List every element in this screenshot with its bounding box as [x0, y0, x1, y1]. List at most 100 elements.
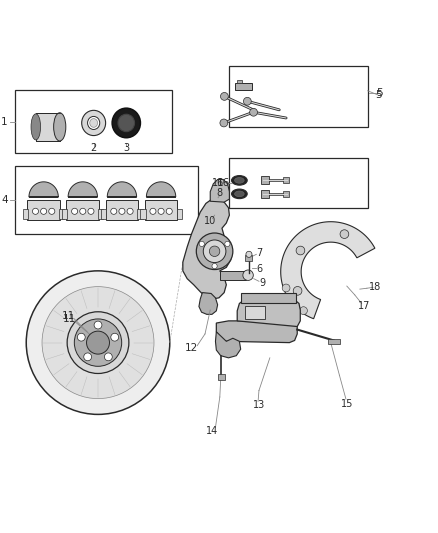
Bar: [62, 209, 67, 219]
Circle shape: [78, 333, 85, 341]
Ellipse shape: [88, 116, 100, 130]
Circle shape: [88, 208, 94, 214]
Circle shape: [293, 287, 302, 295]
Bar: [229, 67, 368, 127]
Circle shape: [127, 208, 133, 214]
Text: 10: 10: [204, 216, 216, 226]
Circle shape: [158, 208, 164, 214]
Circle shape: [111, 333, 119, 341]
Text: 2: 2: [91, 143, 97, 153]
Circle shape: [296, 246, 305, 255]
Polygon shape: [281, 222, 375, 319]
Bar: [98, 209, 103, 219]
Bar: [245, 305, 265, 319]
Circle shape: [74, 319, 122, 366]
Circle shape: [87, 331, 110, 354]
Circle shape: [71, 208, 78, 214]
Text: 8: 8: [217, 189, 223, 198]
Bar: [23, 209, 28, 219]
Text: 6: 6: [256, 264, 262, 273]
Circle shape: [250, 108, 258, 116]
Text: 9: 9: [259, 278, 265, 288]
Bar: [15, 90, 172, 154]
Circle shape: [84, 353, 92, 361]
Bar: [245, 255, 252, 261]
Text: 16: 16: [212, 178, 224, 188]
Bar: [59, 209, 64, 219]
Bar: [237, 80, 242, 83]
Circle shape: [80, 208, 86, 214]
Bar: [101, 209, 106, 219]
Bar: [67, 200, 99, 221]
Bar: [15, 166, 198, 234]
Polygon shape: [68, 182, 98, 197]
Bar: [241, 293, 297, 303]
Ellipse shape: [235, 177, 244, 183]
Circle shape: [166, 208, 172, 214]
Bar: [138, 209, 143, 219]
Bar: [235, 83, 251, 90]
Ellipse shape: [112, 108, 141, 138]
Circle shape: [111, 208, 117, 214]
Circle shape: [282, 284, 290, 292]
Text: 14: 14: [206, 426, 218, 436]
Ellipse shape: [90, 119, 98, 127]
Circle shape: [243, 270, 253, 280]
Bar: [141, 209, 146, 219]
Bar: [177, 209, 182, 219]
Text: 3: 3: [123, 143, 129, 153]
Circle shape: [42, 287, 154, 399]
Polygon shape: [210, 180, 230, 202]
Bar: [36, 113, 60, 141]
Ellipse shape: [53, 112, 66, 141]
Text: 13: 13: [253, 400, 265, 410]
Text: 7: 7: [256, 248, 262, 259]
Bar: [261, 190, 269, 198]
Bar: [229, 158, 368, 208]
Circle shape: [150, 208, 156, 214]
Polygon shape: [183, 199, 232, 299]
Text: 16: 16: [217, 177, 230, 188]
Bar: [27, 200, 60, 221]
Circle shape: [49, 208, 55, 214]
Bar: [106, 200, 138, 221]
Circle shape: [244, 98, 251, 105]
Text: 17: 17: [358, 301, 371, 311]
Text: 1: 1: [1, 117, 8, 127]
Circle shape: [225, 241, 230, 246]
Bar: [218, 374, 225, 379]
Circle shape: [41, 208, 47, 214]
Circle shape: [32, 208, 39, 214]
Circle shape: [212, 263, 217, 269]
Text: 5: 5: [375, 90, 382, 100]
Circle shape: [196, 233, 233, 270]
Ellipse shape: [31, 114, 41, 140]
Circle shape: [203, 240, 226, 263]
Circle shape: [67, 312, 129, 374]
Circle shape: [199, 241, 205, 246]
Ellipse shape: [82, 110, 106, 135]
Bar: [283, 177, 290, 183]
Polygon shape: [146, 182, 176, 197]
Text: 18: 18: [369, 282, 381, 293]
Text: 12: 12: [185, 343, 198, 353]
Polygon shape: [215, 332, 241, 358]
Text: 11: 11: [62, 311, 75, 321]
Polygon shape: [237, 299, 300, 327]
Ellipse shape: [118, 114, 134, 132]
Circle shape: [300, 306, 307, 314]
Text: 11: 11: [63, 314, 76, 324]
Circle shape: [119, 208, 125, 214]
Circle shape: [209, 246, 220, 256]
Circle shape: [340, 230, 349, 238]
Circle shape: [246, 251, 252, 257]
Bar: [220, 271, 246, 279]
Text: 15: 15: [341, 399, 353, 408]
Circle shape: [94, 321, 102, 329]
Circle shape: [26, 271, 170, 414]
Circle shape: [220, 119, 228, 127]
Polygon shape: [216, 321, 297, 343]
Ellipse shape: [232, 175, 247, 185]
Polygon shape: [107, 182, 137, 197]
Bar: [145, 200, 177, 221]
